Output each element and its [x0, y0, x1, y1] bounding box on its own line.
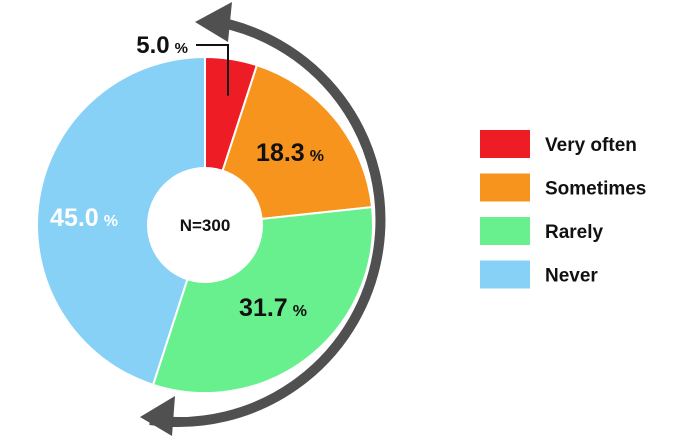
donut-hole	[147, 167, 263, 283]
legend-label-never: Never	[545, 266, 598, 287]
slice-label-very-often: 5.0%	[136, 32, 188, 59]
leader-line-very-often	[196, 44, 229, 96]
slice-label-rarely: 31.7%	[239, 294, 307, 322]
legend-swatch-never	[480, 260, 530, 289]
legend: Very often Sometimes Rarely Never	[480, 130, 646, 289]
slice-labels: 5.0 % 18.3 % 31.7 % 45.0%	[50, 32, 324, 322]
slice-label-never: 45.0%	[50, 204, 118, 232]
legend-swatch-very-often	[480, 130, 530, 158]
arrow-head-top	[195, 2, 232, 42]
slice-never	[36, 55, 206, 387]
slice-label-sometimes: 18.3%	[256, 139, 324, 167]
center-label: N=300	[180, 216, 231, 235]
arrow-head-bottom	[140, 396, 175, 436]
legend-label-rarely: Rarely	[545, 222, 604, 243]
legend-swatch-sometimes	[480, 173, 530, 202]
direction-arrow	[149, 15, 386, 427]
legend-label-very-often: Very often	[545, 135, 637, 156]
legend-label-sometimes: Sometimes	[545, 179, 646, 200]
legend-swatch-rarely	[480, 217, 530, 245]
